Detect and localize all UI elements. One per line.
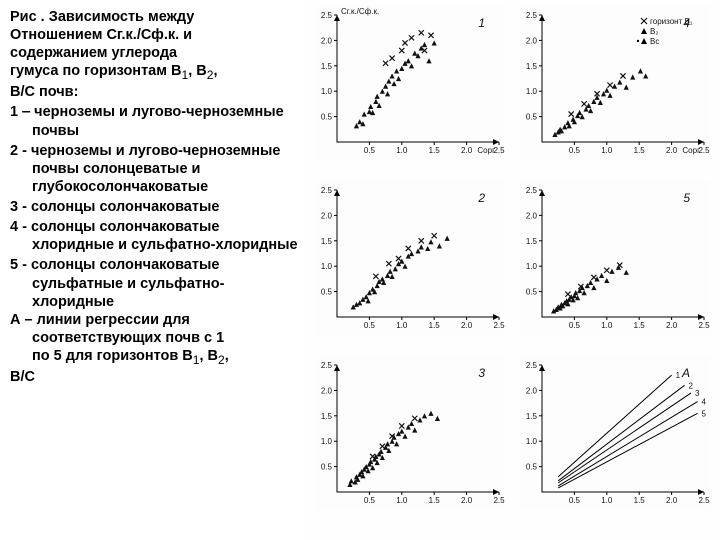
svg-text:3: 3 (695, 389, 700, 398)
svg-text:2.5: 2.5 (526, 361, 538, 370)
svg-text:1.0: 1.0 (321, 87, 333, 96)
svg-text:0.5: 0.5 (364, 321, 376, 330)
legend-item-1: 1 ‒ черноземы и лугово-черноземные почвы (10, 103, 301, 139)
svg-text:2.0: 2.0 (461, 496, 473, 505)
svg-text:А: А (681, 366, 690, 380)
svg-text:2.5: 2.5 (321, 186, 333, 195)
svg-text:5: 5 (702, 409, 707, 418)
svg-text:1.0: 1.0 (321, 437, 333, 446)
svg-text:0.5: 0.5 (569, 321, 581, 330)
caption-line: Рис . Зависимость между (10, 9, 194, 25)
svg-text:3: 3 (479, 366, 486, 380)
slide: { "caption": { "line1": "Рис . Зависимос… (0, 0, 720, 540)
svg-text:2.5: 2.5 (494, 321, 506, 330)
svg-text:2.5: 2.5 (699, 496, 711, 505)
svg-text:1.5: 1.5 (634, 321, 646, 330)
svg-text:2.5: 2.5 (321, 11, 333, 20)
svg-text:1.0: 1.0 (397, 146, 409, 155)
svg-text:горизонт B₁: горизонт B₁ (650, 17, 693, 26)
svg-text:1.5: 1.5 (429, 321, 441, 330)
svg-text:1.0: 1.0 (602, 321, 614, 330)
svg-text:1.0: 1.0 (526, 87, 538, 96)
svg-text:2.0: 2.0 (321, 36, 333, 45)
svg-text:1.5: 1.5 (526, 237, 538, 246)
svg-text:2.0: 2.0 (666, 146, 678, 155)
svg-text:1.0: 1.0 (397, 496, 409, 505)
svg-text:0.5: 0.5 (364, 496, 376, 505)
caption-line: Отношением Сг.к./Сф.к. и (10, 27, 192, 43)
svg-text:1.0: 1.0 (526, 262, 538, 271)
svg-text:1.0: 1.0 (526, 437, 538, 446)
svg-text:0.5: 0.5 (526, 288, 538, 297)
svg-text:Bc: Bc (650, 37, 659, 46)
caption-line: содержанием углерода (10, 45, 177, 61)
legend-item-2: 2 - черноземы и лугово-черноземные почвы… (10, 142, 301, 196)
legend-item-4: 4 - солонцы солончаковатые хлоридные и с… (10, 218, 301, 254)
caption-line: В/С почв: (10, 84, 78, 100)
svg-text:0.5: 0.5 (526, 113, 538, 122)
svg-text:1.5: 1.5 (321, 62, 333, 71)
svg-text:1.5: 1.5 (526, 62, 538, 71)
svg-text:2.5: 2.5 (526, 186, 538, 195)
panel-1: 0.5 1.0 1.5 2.0 2.5 0.5 1.0 1.5 2.0 2.5 1 Сг.к./Сф.… (315, 5, 505, 160)
caption-text: Рис . Зависимость между Отношением Сг.к.… (0, 0, 305, 540)
svg-text:Сг.к./Сф.к.: Сг.к./Сф.к. (341, 7, 379, 16)
svg-text:1.5: 1.5 (429, 146, 441, 155)
legend-item-3: 3 - солонцы солончаковатые (10, 198, 301, 216)
svg-text:2.0: 2.0 (526, 36, 538, 45)
svg-text:2.5: 2.5 (494, 496, 506, 505)
panel-5: 0.5 1.0 1.5 2.0 2.5 0.5 1.0 1.5 2.0 2.5 5 (520, 180, 710, 335)
svg-text:2.0: 2.0 (321, 386, 333, 395)
svg-text:1.0: 1.0 (397, 321, 409, 330)
svg-text:1.5: 1.5 (321, 237, 333, 246)
svg-text:1.5: 1.5 (526, 412, 538, 421)
svg-text:2.5: 2.5 (526, 11, 538, 20)
svg-text:0.5: 0.5 (321, 463, 333, 472)
svg-text:0.5: 0.5 (321, 113, 333, 122)
svg-text:0.5: 0.5 (526, 463, 538, 472)
svg-text:2.0: 2.0 (526, 211, 538, 220)
svg-text:2.0: 2.0 (461, 321, 473, 330)
svg-text:0.5: 0.5 (569, 146, 581, 155)
svg-text:1.5: 1.5 (634, 146, 646, 155)
svg-text:2.5: 2.5 (699, 146, 711, 155)
svg-text:Сорг: Сорг (478, 146, 496, 155)
svg-text:1.5: 1.5 (429, 496, 441, 505)
svg-text:0.5: 0.5 (569, 496, 581, 505)
svg-text:2.0: 2.0 (321, 211, 333, 220)
svg-text:2.0: 2.0 (666, 496, 678, 505)
caption-line: гумуса по горизонтам В (10, 63, 181, 79)
legend-item-5: 5 - солонцы солончаковатые сульфатные и … (10, 256, 301, 310)
svg-text:2.5: 2.5 (494, 146, 506, 155)
svg-text:1.0: 1.0 (602, 496, 614, 505)
svg-text:1: 1 (676, 371, 681, 380)
svg-text:1.5: 1.5 (634, 496, 646, 505)
svg-text:2.0: 2.0 (666, 321, 678, 330)
regression-note: А – линии регрессии для (10, 312, 190, 328)
svg-text:B₂: B₂ (650, 27, 658, 36)
panel-2: 0.5 1.0 1.5 2.0 2.5 0.5 1.0 1.5 2.0 2.5 2 (315, 180, 505, 335)
svg-text:2.5: 2.5 (321, 361, 333, 370)
svg-text:2.0: 2.0 (526, 386, 538, 395)
svg-text:1: 1 (479, 16, 486, 30)
panel-3: 0.5 1.0 1.5 2.0 2.5 0.5 1.0 1.5 2.0 2.5 3 (315, 355, 505, 510)
panel-4: 0.51.01.52.02.50.51.01.52.02.54горизонт … (520, 5, 710, 160)
svg-text:Сорг: Сорг (683, 146, 701, 155)
svg-text:1.0: 1.0 (602, 146, 614, 155)
svg-text:1.0: 1.0 (321, 262, 333, 271)
svg-text:2.0: 2.0 (461, 146, 473, 155)
svg-text:0.5: 0.5 (321, 288, 333, 297)
svg-text:0.5: 0.5 (364, 146, 376, 155)
svg-text:4: 4 (702, 398, 707, 407)
svg-text:2.5: 2.5 (699, 321, 711, 330)
svg-text:2: 2 (689, 381, 694, 390)
svg-text:5: 5 (684, 191, 691, 205)
svg-text:1.5: 1.5 (321, 412, 333, 421)
panel-А: 0.5 1.0 1.5 2.0 2.5 0.5 1.0 1.5 2.0 2.5 А1234 5 (520, 355, 710, 510)
svg-text:2: 2 (478, 191, 486, 205)
chart-grid: 0.5 1.0 1.5 2.0 2.5 0.5 1.0 1.5 2.0 2.5 1 Сг.к./Сф.… (305, 0, 720, 540)
